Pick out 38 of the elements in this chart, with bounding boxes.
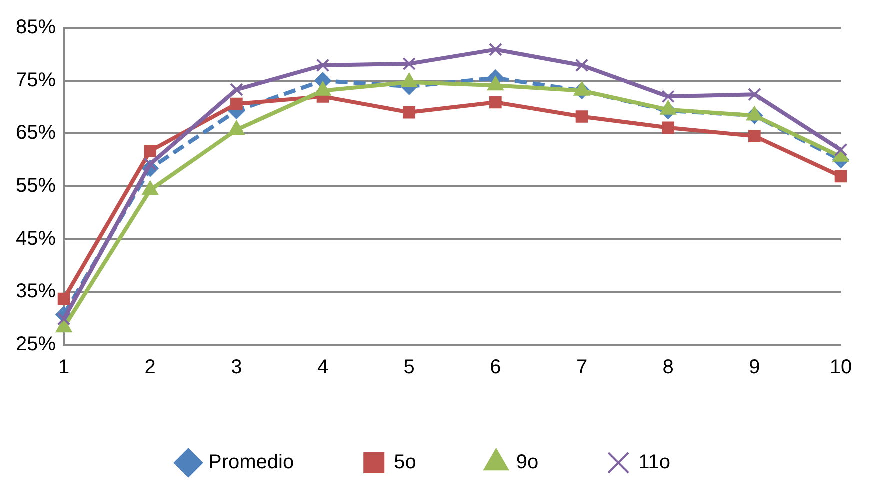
point — [490, 96, 502, 109]
point — [748, 130, 761, 142]
point — [57, 312, 71, 326]
x-tick-label: 7 — [576, 356, 588, 379]
y-tick-label: 55% — [16, 175, 56, 198]
point — [576, 110, 588, 123]
x-tick-label: 1 — [58, 356, 70, 379]
point — [834, 170, 848, 183]
x-tick-label: 9 — [749, 356, 760, 379]
x-tick-label: 3 — [231, 356, 242, 379]
x-tick-label: 10 — [830, 356, 852, 379]
y-tick-label: 85% — [16, 16, 56, 39]
point — [402, 57, 416, 71]
point — [489, 43, 502, 56]
x-tick-label: 6 — [490, 356, 502, 379]
point — [662, 90, 675, 104]
y-tick-label: 25% — [16, 334, 56, 356]
point — [144, 144, 157, 158]
y-tick-label: 75% — [16, 69, 56, 92]
point — [316, 58, 330, 72]
point — [230, 83, 244, 96]
legend-label: 5o — [394, 452, 416, 474]
x-tick-label: 4 — [317, 356, 329, 379]
legend-label: Promedio — [208, 452, 294, 474]
point — [403, 106, 416, 119]
y-tick-label: 35% — [16, 280, 56, 303]
legend-label: 11o — [638, 452, 670, 474]
y-tick-label: 45% — [16, 228, 56, 250]
y-tick-label: 65% — [16, 122, 56, 144]
point — [230, 98, 243, 110]
legend-label: 9o — [516, 452, 539, 474]
point — [748, 88, 762, 102]
point — [575, 58, 589, 72]
point — [58, 292, 70, 306]
x-tick-label: 2 — [144, 356, 156, 379]
x-tick-label: 5 — [404, 356, 415, 379]
x-tick-label: 8 — [662, 356, 674, 379]
point — [662, 122, 674, 134]
